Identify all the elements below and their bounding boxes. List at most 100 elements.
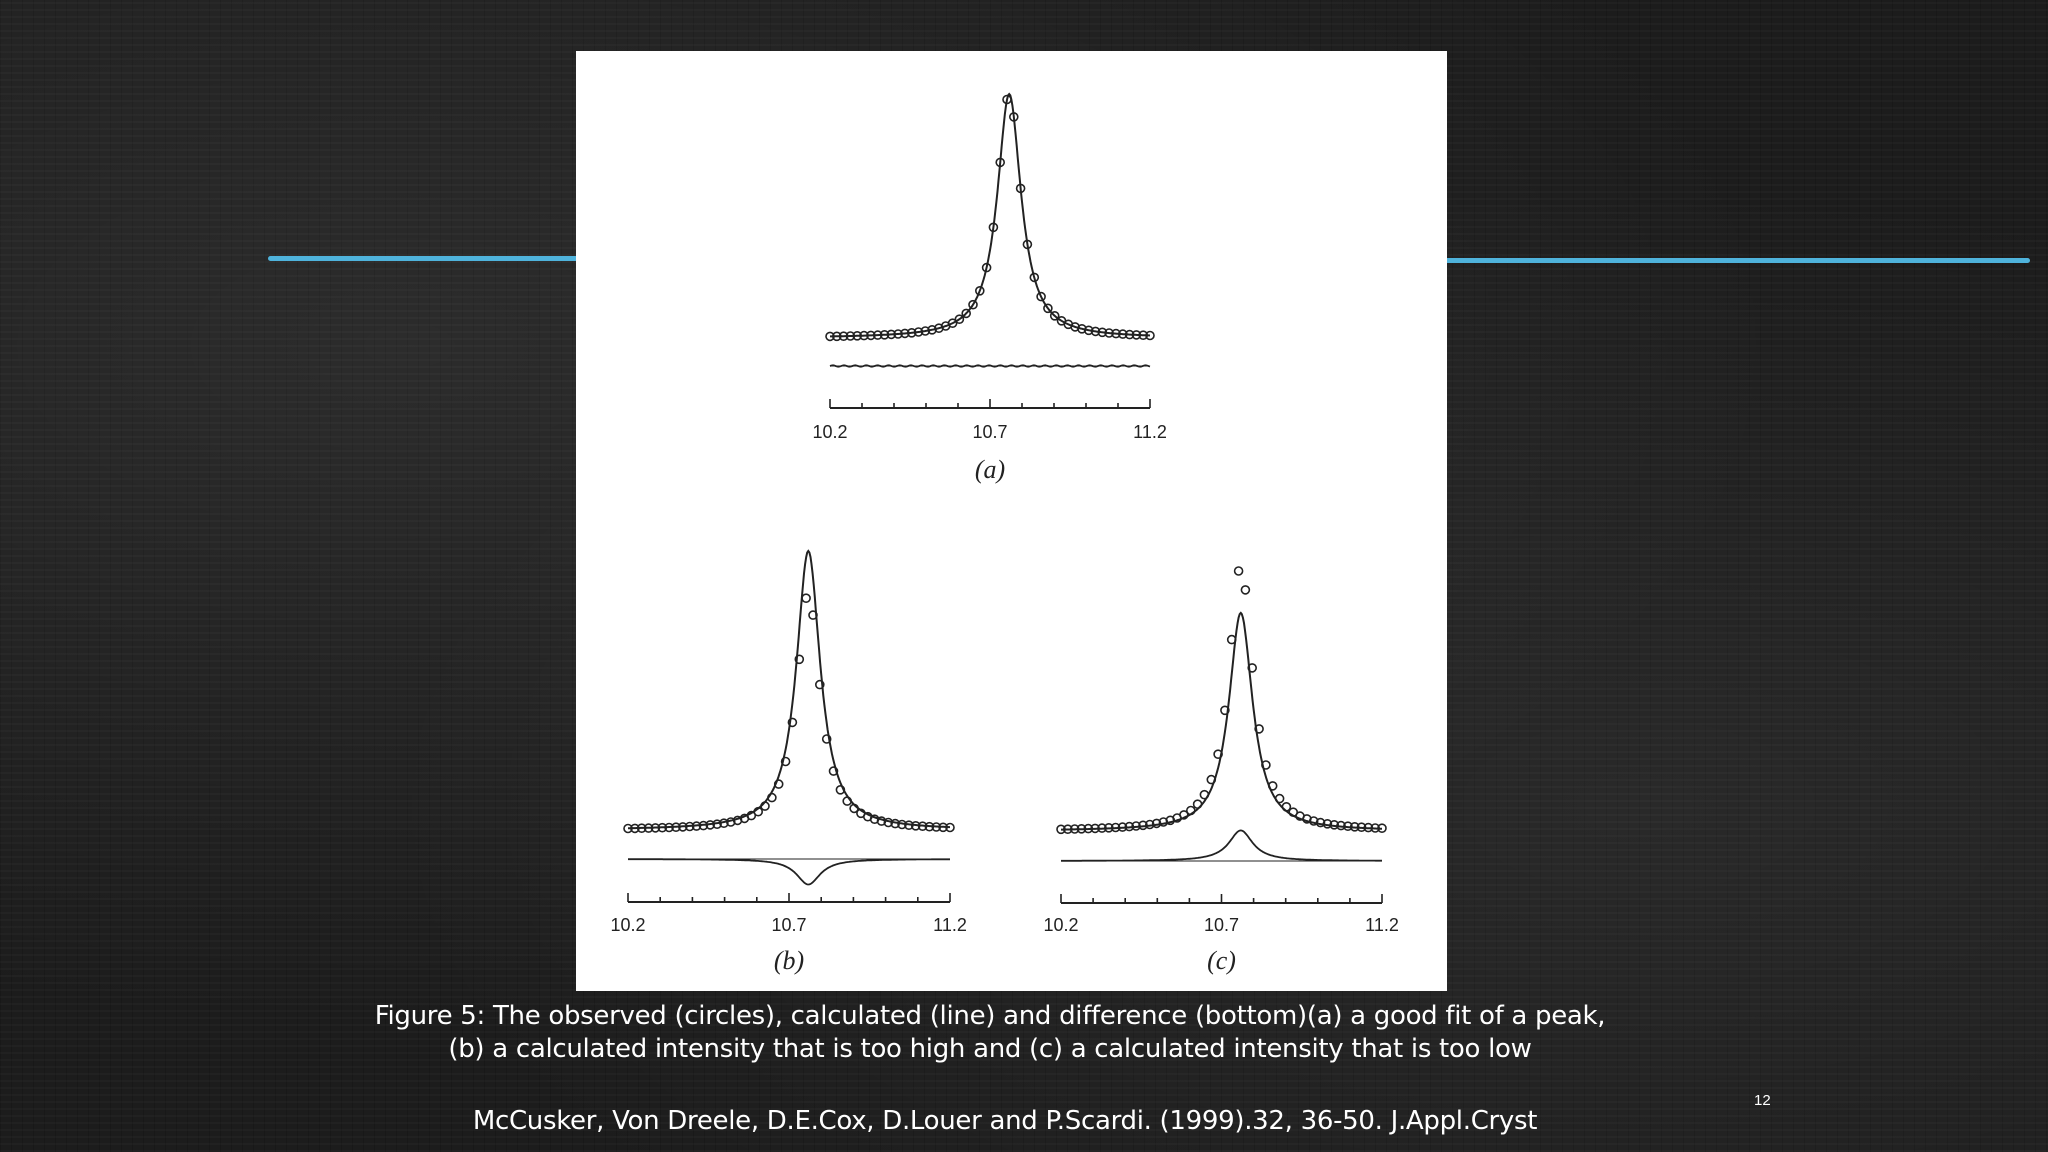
observed-point bbox=[890, 818, 901, 829]
observed-point bbox=[1274, 793, 1285, 804]
observed-point bbox=[1267, 781, 1278, 791]
observed-point bbox=[947, 318, 958, 329]
figure-caption: Figure 5: The observed (circles), calcul… bbox=[330, 1000, 1650, 1066]
difference-line-(c) bbox=[1061, 829, 1382, 862]
observed-point bbox=[698, 820, 709, 831]
observed-point bbox=[897, 819, 907, 830]
observed-point bbox=[1077, 323, 1087, 334]
caption-line-1: Figure 5: The observed (circles), calcul… bbox=[374, 1001, 1606, 1031]
x-tick-label: 10.2 bbox=[812, 422, 847, 442]
observed-point bbox=[859, 330, 869, 341]
observed-point bbox=[900, 328, 910, 339]
observed-point bbox=[1049, 310, 1060, 321]
observed-point bbox=[1015, 183, 1026, 194]
observed-point bbox=[879, 329, 890, 340]
citation-text: McCusker, Von Dreele, D.E.Cox, D.Louer a… bbox=[472, 1106, 1538, 1136]
observed-point bbox=[988, 222, 999, 233]
observed-point bbox=[1349, 821, 1360, 832]
observed-point bbox=[1083, 325, 1094, 336]
observed-point bbox=[974, 286, 985, 296]
observed-point bbox=[630, 823, 640, 834]
observed-point bbox=[801, 593, 811, 604]
peak-fit-charts: 10.2 10.7 11.2 (a) 10.2 10.7 11.2 (b) 10.2 10.7 11… bbox=[610, 92, 1399, 975]
observed-point bbox=[828, 766, 839, 776]
observed-point bbox=[1261, 760, 1271, 770]
observed-point bbox=[1356, 822, 1367, 833]
observed-point bbox=[1056, 824, 1066, 835]
observed-point bbox=[910, 820, 921, 831]
observed-point bbox=[917, 821, 928, 832]
observed-point bbox=[1090, 823, 1100, 834]
observed-point bbox=[1240, 585, 1251, 595]
observed-point bbox=[1145, 330, 1155, 341]
calculated-line-(c) bbox=[1061, 611, 1382, 831]
observed-point bbox=[780, 756, 791, 767]
observed-point bbox=[1117, 822, 1128, 832]
observed-point bbox=[767, 792, 777, 803]
observed-point bbox=[961, 308, 972, 319]
observed-point bbox=[643, 823, 654, 833]
observed-point bbox=[845, 331, 856, 341]
x-tick-label: 10.2 bbox=[610, 915, 645, 935]
observed-point bbox=[650, 823, 661, 833]
page-number: 12 bbox=[1754, 1092, 1771, 1109]
x-tick-label: 10.2 bbox=[1043, 915, 1078, 935]
observed-point bbox=[893, 329, 903, 339]
observed-point bbox=[924, 821, 935, 832]
observed-point bbox=[1043, 303, 1053, 314]
observed-point bbox=[1008, 112, 1019, 122]
observed-point bbox=[852, 330, 863, 341]
observed-point bbox=[981, 262, 992, 273]
observed-point bbox=[920, 326, 931, 336]
observed-point bbox=[1233, 566, 1244, 576]
observed-point bbox=[1029, 272, 1040, 283]
observed-point bbox=[636, 823, 647, 834]
observed-point bbox=[746, 810, 757, 821]
observed-point bbox=[1138, 330, 1149, 341]
x-tick-label: 10.7 bbox=[1204, 915, 1239, 935]
observed-point bbox=[1062, 824, 1073, 835]
x-tick-label: 11.2 bbox=[1133, 422, 1167, 442]
observed-point bbox=[657, 822, 668, 833]
observed-point bbox=[678, 822, 688, 832]
observed-point bbox=[1343, 821, 1353, 832]
observed-point bbox=[1104, 328, 1114, 338]
observed-point bbox=[1002, 94, 1012, 105]
observed-point bbox=[691, 821, 702, 831]
observed-point bbox=[1377, 823, 1387, 834]
difference-line-(b) bbox=[628, 858, 950, 886]
x-tick-label: 11.2 bbox=[1365, 915, 1399, 935]
observed-point bbox=[1151, 818, 1162, 829]
calculated-line-(a) bbox=[830, 92, 1151, 338]
observed-point bbox=[1110, 822, 1121, 833]
observed-point bbox=[1206, 774, 1217, 785]
observed-point bbox=[1315, 817, 1326, 828]
observed-point bbox=[1179, 810, 1189, 820]
observed-point bbox=[787, 717, 798, 728]
observed-point bbox=[1192, 799, 1203, 810]
observed-point bbox=[842, 796, 853, 806]
observed-point bbox=[1254, 724, 1264, 734]
observed-point bbox=[623, 823, 633, 834]
x-tick-label: 11.2 bbox=[933, 915, 967, 935]
panel-label: (b) bbox=[774, 946, 804, 975]
observed-point bbox=[838, 331, 849, 342]
observed-point bbox=[931, 822, 942, 832]
observed-point bbox=[1076, 823, 1087, 834]
x-tick-label: 10.7 bbox=[972, 422, 1007, 442]
observed-point bbox=[726, 817, 736, 827]
accent-line-right bbox=[1445, 258, 2030, 263]
observed-point bbox=[1124, 821, 1135, 832]
observed-point bbox=[1097, 327, 1108, 338]
observed-point bbox=[1131, 821, 1141, 831]
observed-point bbox=[1111, 328, 1121, 339]
panel-label: (a) bbox=[975, 455, 1005, 484]
observed-point bbox=[1220, 705, 1230, 716]
observed-point bbox=[906, 327, 917, 338]
observed-point bbox=[1131, 330, 1142, 340]
observed-point bbox=[904, 820, 914, 831]
observed-point bbox=[1199, 789, 1210, 800]
observed-point bbox=[1185, 805, 1196, 816]
observed-point bbox=[821, 734, 832, 744]
observed-point bbox=[835, 784, 846, 795]
